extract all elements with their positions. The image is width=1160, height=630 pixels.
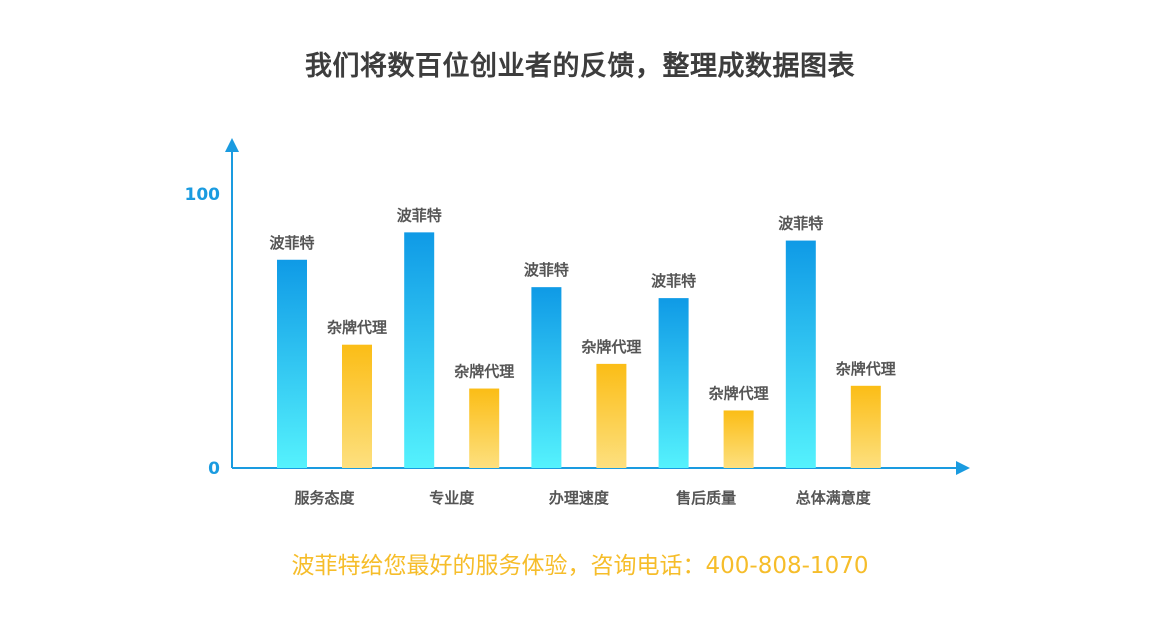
bar-series2	[596, 363, 627, 468]
bar-series-label: 波菲特	[397, 206, 442, 224]
bar-series-label: 杂牌代理	[327, 319, 387, 337]
chart-title: 我们将数百位创业者的反馈，整理成数据图表	[305, 51, 855, 82]
y-axis-arrow	[225, 138, 239, 152]
bar-series-label: 波菲特	[524, 261, 569, 279]
bar-series-label: 波菲特	[651, 272, 696, 290]
x-axis-arrow	[956, 461, 970, 475]
bar-series-label: 杂牌代理	[454, 363, 514, 381]
bar-series2	[723, 410, 754, 468]
x-category-label: 售后质量	[676, 489, 736, 507]
y-tick-label: 100	[185, 185, 221, 205]
bar-series-label: 杂牌代理	[709, 384, 769, 402]
bar-series-label: 波菲特	[778, 215, 823, 233]
bar-series1	[658, 298, 689, 468]
x-category-label: 专业度	[429, 489, 475, 507]
bar-series-label: 杂牌代理	[836, 360, 896, 378]
x-category-label: 办理速度	[549, 489, 610, 507]
bar-series1	[404, 232, 435, 468]
x-category-label: 总体满意度	[796, 489, 872, 507]
contact-footer: 波菲特给您最好的服务体验，咨询电话：400-808-1070	[291, 553, 869, 579]
bar-series1	[531, 287, 562, 468]
bar-series-label: 波菲特	[269, 234, 314, 252]
x-category-label: 服务态度	[294, 489, 355, 507]
bar-series1	[785, 240, 816, 468]
bar-series2	[342, 344, 372, 468]
bar-series2	[850, 385, 881, 468]
chart-bars	[277, 232, 881, 468]
bar-series-label: 杂牌代理	[581, 338, 641, 356]
bar-series1	[277, 259, 307, 468]
bar-series2	[469, 388, 500, 468]
y-tick-label: 0	[208, 459, 220, 479]
